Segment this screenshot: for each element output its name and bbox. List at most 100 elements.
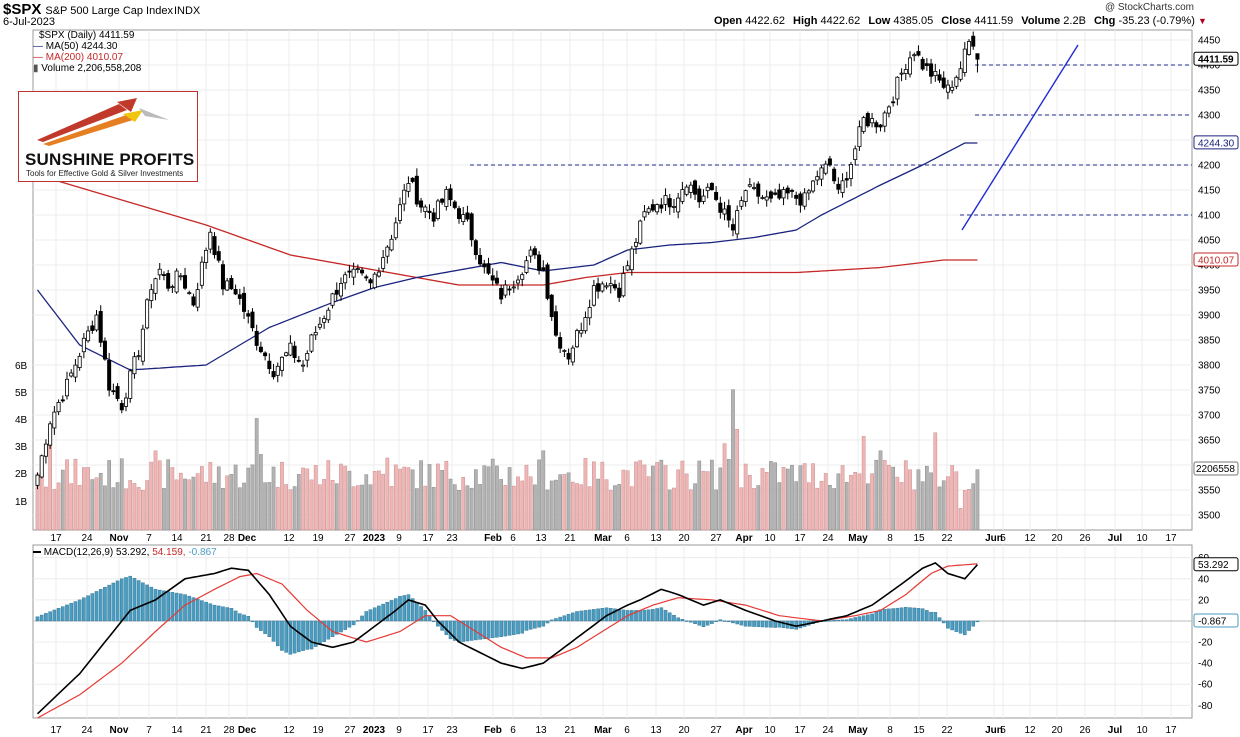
macd-histogram-bar [566,614,571,622]
trend-line [961,44,1079,231]
volume-bar [621,469,626,531]
price-x-tick-label: 17 [422,533,434,544]
price-x-tick-label: 17 [1165,533,1177,544]
macd-histogram-bar [305,620,310,650]
candle-body [583,317,588,332]
candle-body [435,200,440,219]
candle-body [313,332,318,336]
volume-bar [558,474,563,531]
candle-body [448,188,453,201]
volume-bar [389,486,394,531]
candle-body [844,178,849,181]
macd-histogram-bar [86,595,90,622]
macd-histogram-bar [65,604,69,622]
macd-histogram-bar [238,613,242,622]
volume-bar [225,475,230,531]
candle-body [924,63,929,66]
macd-histogram-bar [941,620,946,624]
volume-bar [507,467,512,531]
macd-histogram-bar [297,620,301,653]
volume-bar [52,489,57,531]
macd-histogram-bar [271,620,276,642]
candle-body [882,112,887,127]
candle-body [161,274,166,276]
volume-bar [714,489,718,531]
volume-bar [275,487,280,531]
stat-change-value: -35.23 (-0.79%) [1118,15,1195,27]
candle-body [199,261,204,286]
volume-bar [680,460,685,531]
macd-histogram-bar [94,591,99,622]
macd-histogram-bar [111,582,116,622]
ma50-tag: 4244.30 [1198,138,1235,149]
macd-x-tick-label: 9 [396,725,402,736]
macd-histogram-bar [360,615,364,622]
candle-body [427,210,432,213]
volume-bar [511,485,516,531]
macd-histogram-bar [174,592,179,622]
volume-bar [651,465,655,531]
candle-body [35,474,40,486]
ma50-tag-box [1193,135,1239,150]
volume-bar [406,467,411,531]
volume-bar [132,483,137,531]
volume-bar [596,478,600,531]
candle-body [140,328,145,362]
price-x-tick-label: 10 [764,533,776,544]
macd-histogram-bar [313,620,318,647]
candle-body [419,200,424,208]
candle-body [638,220,643,244]
macd-histogram-bar [326,620,331,640]
candle-body [857,126,862,148]
candle-body [722,208,727,215]
macd-histogram-bar [528,620,533,630]
macd-x-tick-label: 26 [1079,725,1091,736]
volume-bar [250,464,255,531]
candle-body [330,293,335,306]
candle-body [279,356,284,371]
volume-bar [566,472,571,531]
candle-body [136,355,141,358]
candle-body [701,195,706,202]
volume-bar [954,471,959,531]
candle-body [326,309,331,321]
candle-body [629,248,634,271]
candle-body [920,58,925,70]
volume-bar [617,484,622,531]
price-x-tick-label: 13 [650,533,662,544]
macd-histogram-bar [246,616,251,622]
volume-bar [903,460,908,531]
price-x-tick-label: 22 [941,533,953,544]
macd-x-tick-label: 22 [941,725,953,736]
macd-histogram-bar [655,608,659,622]
volume-bar [351,486,356,531]
candle-body [473,240,478,256]
volume-bar [562,474,567,531]
price-axis-tick-label: 4350 [1198,86,1221,97]
volume-bar [339,463,343,531]
volume-bar [832,488,836,531]
candle-body [646,208,651,213]
candle-body [945,84,950,93]
macd-histogram-bar [136,580,141,622]
macd-histogram-bar [710,620,714,624]
volume-bar [971,483,976,531]
macd-histogram-bar [878,609,883,622]
candle-body [149,289,154,301]
volume-bar [659,459,664,531]
price-x-tick-label: 20 [1051,533,1063,544]
candle-body [456,208,461,220]
macd-x-tick-label: 27 [344,725,356,736]
volume-bar [377,470,381,531]
volume-bar [499,479,503,531]
price-axis-tick-label: 3650 [1198,436,1221,447]
macd-x-tick-label: 28 [223,725,235,736]
macd-histogram-bar [275,620,280,647]
price-x-tick-label: 24 [81,533,93,544]
volume-axis-tick-label: 4B [15,415,28,426]
macd-histogram-bar [781,620,786,629]
candle-body [296,359,301,362]
candle-body [604,285,609,288]
macd-x-tick-label: 20 [678,725,690,736]
